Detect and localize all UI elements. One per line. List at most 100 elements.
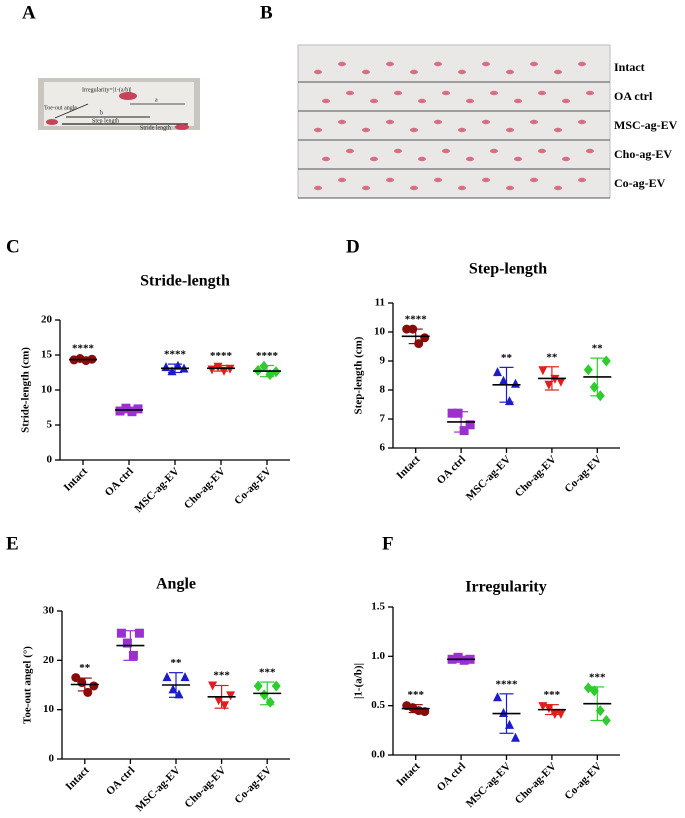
paw-print bbox=[410, 69, 418, 75]
x-tick-label: Intact bbox=[62, 465, 91, 494]
paw-print bbox=[458, 185, 466, 191]
y-tick-label: 1.0 bbox=[371, 650, 385, 662]
data-point bbox=[420, 333, 430, 343]
x-tick-label: Intact bbox=[394, 760, 423, 789]
x-tick-label: Co-ag-EV bbox=[232, 764, 274, 806]
paw-print bbox=[386, 177, 394, 183]
photo-b bbox=[297, 44, 611, 199]
data-point bbox=[499, 375, 508, 385]
paw-print bbox=[466, 156, 474, 162]
panel-label: F bbox=[382, 533, 394, 554]
paw-print bbox=[482, 119, 490, 125]
x-tick-label: Co-ag-EV bbox=[562, 760, 604, 802]
y-tick-label: 8 bbox=[380, 384, 386, 396]
row-label: Cho-ag-EV bbox=[614, 147, 672, 161]
data-point bbox=[589, 685, 599, 697]
photo-a: Irregularity=|1-(a/b)| Toe-out angle a b… bbox=[38, 78, 200, 131]
paw-print bbox=[410, 127, 418, 133]
y-axis-label: Stride-length (cm) bbox=[20, 347, 32, 433]
data-point bbox=[220, 701, 230, 711]
paw-print bbox=[514, 98, 522, 104]
y-tick-label: 30 bbox=[43, 605, 55, 617]
data-point bbox=[115, 406, 125, 416]
x-tick-label: OA ctrl bbox=[435, 453, 468, 486]
photo-label: Irregularity=|1-(a/b)| bbox=[82, 86, 131, 93]
data-point bbox=[83, 687, 93, 697]
data-point bbox=[544, 704, 554, 714]
x-tick-label: MSC-ag-EV bbox=[464, 453, 514, 503]
photo-label: Stride length bbox=[140, 125, 171, 131]
x-tick-label: MSC-ag-EV bbox=[132, 465, 182, 515]
paw-print bbox=[394, 90, 402, 96]
data-point bbox=[127, 407, 137, 417]
x-tick-label: OA ctrl bbox=[103, 465, 136, 498]
data-point bbox=[128, 650, 138, 660]
significance: **** bbox=[164, 349, 187, 361]
paw-print bbox=[578, 177, 586, 183]
paw-print bbox=[434, 61, 442, 67]
y-tick-label: 1.5 bbox=[371, 601, 385, 613]
x-tick-label: Cho-ag-EV bbox=[182, 764, 228, 810]
angle-line bbox=[54, 103, 89, 119]
paw-print bbox=[458, 127, 466, 133]
x-tick-label: MSC-ag-EV bbox=[133, 764, 183, 814]
y-tick-label: 0 bbox=[47, 454, 53, 466]
data-point bbox=[214, 696, 224, 706]
data-point bbox=[505, 396, 514, 406]
paw-print bbox=[338, 177, 346, 183]
paw-print bbox=[314, 127, 322, 133]
data-point bbox=[180, 672, 190, 682]
data-point bbox=[556, 710, 566, 720]
data-point bbox=[226, 691, 236, 701]
paw-print bbox=[418, 98, 426, 104]
paw-print bbox=[418, 156, 426, 162]
y-tick-label: 20 bbox=[43, 654, 55, 666]
significance: ** bbox=[501, 352, 513, 364]
y-axis-label: |1-(a/b)| bbox=[353, 663, 365, 699]
paw-print bbox=[410, 185, 418, 191]
paw-print bbox=[578, 119, 586, 125]
panel-label: E bbox=[6, 533, 19, 554]
data-point bbox=[174, 689, 184, 699]
significance: **** bbox=[405, 314, 428, 326]
paw-print bbox=[490, 148, 498, 154]
x-tick-label: Cho-ag-EV bbox=[513, 760, 559, 806]
data-point bbox=[122, 638, 132, 648]
paw-print bbox=[119, 92, 137, 100]
x-tick-label: Co-ag-EV bbox=[562, 453, 604, 495]
paw-print bbox=[346, 90, 354, 96]
paw-print bbox=[362, 127, 370, 133]
significance: **** bbox=[210, 350, 233, 362]
data-point bbox=[225, 364, 235, 374]
data-point bbox=[589, 381, 599, 393]
significance: **** bbox=[496, 678, 519, 690]
significance: ** bbox=[171, 657, 183, 669]
data-point bbox=[271, 680, 281, 692]
y-tick-label: 6 bbox=[380, 442, 386, 454]
paw-print bbox=[586, 90, 594, 96]
row-label: Intact bbox=[614, 60, 645, 74]
data-point bbox=[259, 360, 269, 372]
paw-print bbox=[562, 98, 570, 104]
panel-label: A bbox=[22, 2, 36, 23]
data-point bbox=[162, 672, 172, 682]
paw-print bbox=[562, 156, 570, 162]
paw-print bbox=[506, 69, 514, 75]
paw-print bbox=[442, 90, 450, 96]
data-point bbox=[493, 367, 502, 377]
row-label: Co-ag-EV bbox=[614, 176, 666, 190]
paw-print bbox=[586, 148, 594, 154]
x-tick-label: Intact bbox=[63, 764, 92, 793]
data-point bbox=[538, 366, 548, 376]
data-point bbox=[583, 364, 593, 376]
y-tick-label: 5 bbox=[47, 419, 53, 431]
data-point bbox=[511, 378, 520, 388]
y-axis-label: Step-length (cm) bbox=[353, 336, 365, 414]
paw-print bbox=[175, 124, 189, 130]
paw-print bbox=[482, 61, 490, 67]
data-point bbox=[134, 628, 144, 638]
significance: *** bbox=[407, 689, 424, 701]
data-point bbox=[116, 628, 126, 638]
data-point bbox=[499, 708, 508, 718]
paw-print bbox=[466, 98, 474, 104]
